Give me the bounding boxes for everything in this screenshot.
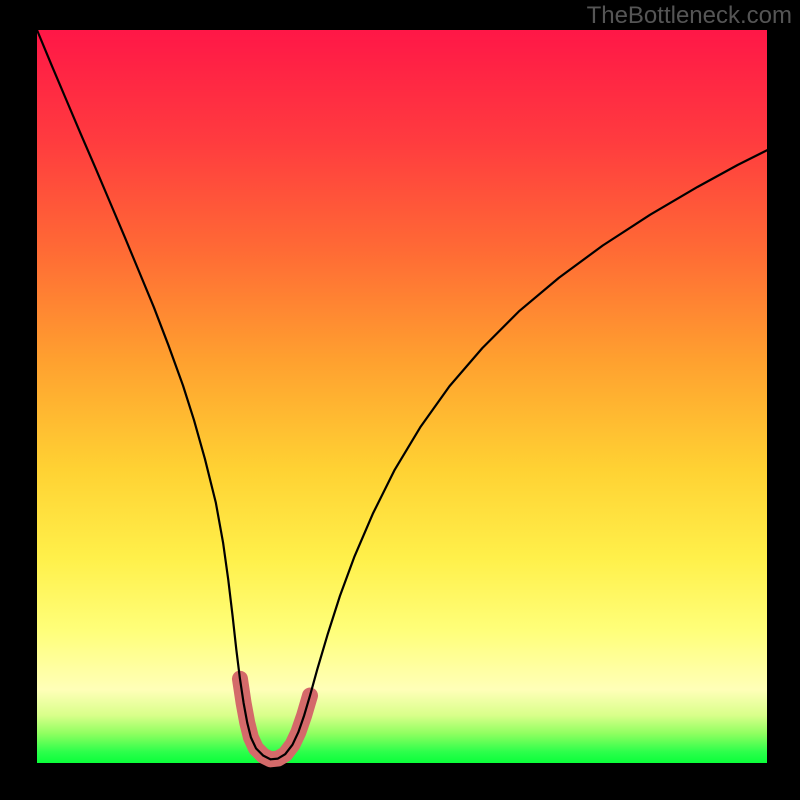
bottleneck-chart [0, 0, 800, 800]
plot-area [37, 30, 767, 763]
chart-container: TheBottleneck.com [0, 0, 800, 800]
watermark-text: TheBottleneck.com [587, 2, 792, 30]
